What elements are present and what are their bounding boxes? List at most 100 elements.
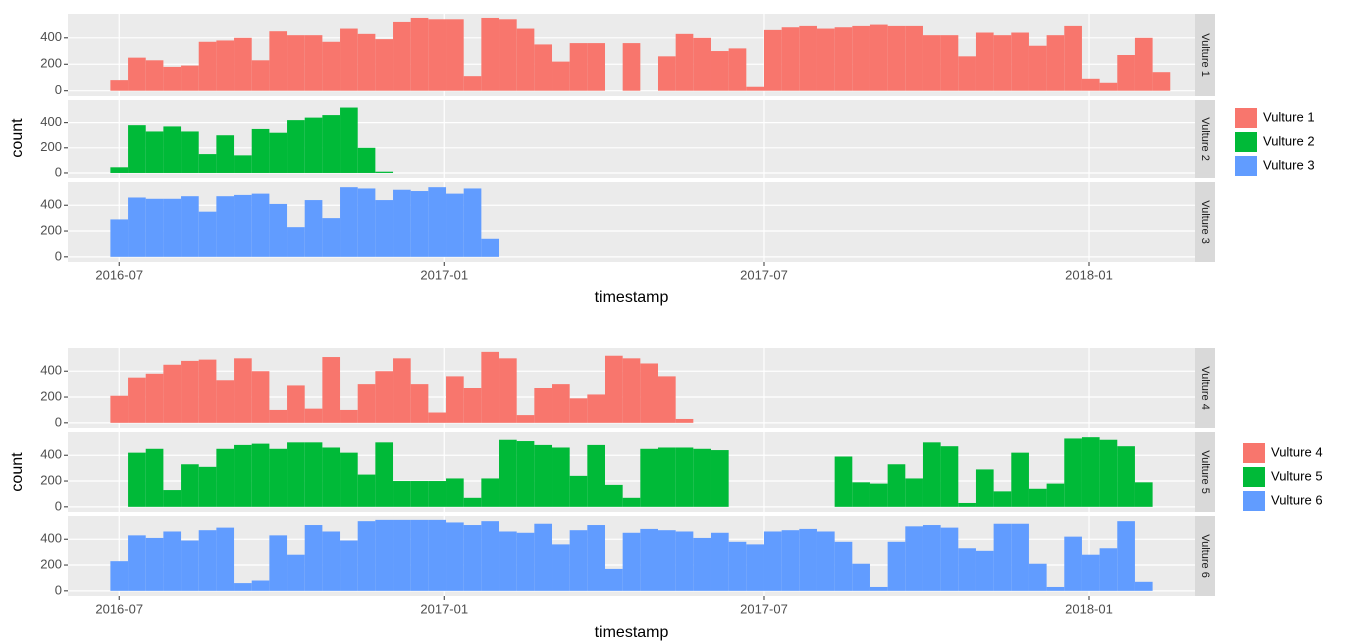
histogram-bar xyxy=(499,358,517,423)
histogram-bar xyxy=(234,155,252,173)
histogram-bar xyxy=(975,550,994,591)
histogram-bar xyxy=(393,189,411,257)
histogram-bar xyxy=(552,61,570,91)
histogram-bar xyxy=(958,548,976,591)
histogram-bar xyxy=(728,541,747,591)
histogram-bar xyxy=(181,65,199,91)
histogram-bar xyxy=(834,27,853,91)
x-tick-label: 2018-01 xyxy=(1065,601,1113,616)
histogram-bar xyxy=(287,442,305,507)
legend-label: Vulture 3 xyxy=(1263,157,1315,172)
histogram-bar xyxy=(975,469,994,507)
histogram-bar xyxy=(340,107,358,173)
histogram-bar xyxy=(905,25,923,91)
histogram-bar xyxy=(834,541,853,591)
histogram-bar xyxy=(1011,523,1029,591)
histogram-bar xyxy=(693,448,711,507)
histogram-bar xyxy=(428,19,447,91)
histogram-bar xyxy=(958,502,976,507)
histogram-bar xyxy=(393,519,411,591)
y-tick-label: 400 xyxy=(40,363,62,378)
histogram-bar xyxy=(357,33,376,91)
histogram-bar xyxy=(481,238,500,257)
x-tick-label: 2017-07 xyxy=(740,267,788,282)
histogram-bar xyxy=(181,360,199,423)
histogram-bar xyxy=(145,198,164,257)
histogram-bar xyxy=(799,25,817,91)
x-tick-label: 2018-01 xyxy=(1065,267,1113,282)
histogram-bar xyxy=(569,398,588,423)
histogram-bar xyxy=(269,203,288,257)
y-tick-label: 0 xyxy=(55,248,62,263)
histogram-bar xyxy=(481,521,500,591)
histogram-bar xyxy=(269,409,288,423)
histogram-bar xyxy=(463,76,482,91)
histogram-bar xyxy=(234,358,252,423)
histogram-bar xyxy=(1099,439,1118,507)
histogram-bar xyxy=(304,35,323,91)
histogram-bar xyxy=(410,191,429,257)
histogram-bar xyxy=(640,363,658,423)
legend-label: Vulture 1 xyxy=(1263,109,1315,124)
histogram-bar xyxy=(145,537,164,591)
histogram-bar xyxy=(304,408,323,423)
histogram-bar xyxy=(710,450,729,507)
histogram-bar xyxy=(922,35,941,91)
histogram-bar xyxy=(622,497,641,507)
x-axis-label: timestamp xyxy=(595,289,669,306)
histogram-bar xyxy=(287,227,305,257)
histogram-bar xyxy=(269,132,288,173)
histogram-bar xyxy=(251,371,270,423)
histogram-bar xyxy=(128,535,146,591)
histogram-bar xyxy=(816,531,835,591)
legend-key xyxy=(1235,132,1257,152)
facet-label: Vulture 2 xyxy=(1199,117,1211,161)
histogram-bar xyxy=(887,541,906,591)
histogram-bar xyxy=(216,448,235,507)
histogram-bar xyxy=(834,456,853,507)
histogram-bar xyxy=(1011,452,1029,507)
histogram-bar xyxy=(922,442,941,507)
y-tick-label: 0 xyxy=(55,414,62,429)
legend-key xyxy=(1243,467,1265,487)
histogram-bar xyxy=(1152,72,1171,91)
histogram-bar xyxy=(852,25,870,91)
histogram-bar xyxy=(375,371,394,423)
histogram-bar xyxy=(587,394,606,423)
histogram-bar xyxy=(375,519,394,591)
histogram-bar xyxy=(375,200,394,257)
histogram-bar xyxy=(552,384,570,423)
y-tick-label: 400 xyxy=(40,114,62,129)
facet-label: Vulture 4 xyxy=(1199,366,1211,410)
histogram-bar xyxy=(552,447,570,507)
legend-label: Vulture 5 xyxy=(1271,468,1323,483)
y-tick-label: 200 xyxy=(40,472,62,487)
histogram-bar xyxy=(499,439,517,507)
histogram-bar xyxy=(322,357,341,423)
histogram-bar xyxy=(1134,482,1153,507)
histogram-bar xyxy=(428,519,447,591)
y-tick-label: 200 xyxy=(40,222,62,237)
histogram-bar xyxy=(181,131,199,173)
legend-label: Vulture 6 xyxy=(1271,492,1323,507)
histogram-bar xyxy=(234,37,252,91)
histogram-bar xyxy=(340,187,358,257)
histogram-bar xyxy=(463,188,482,257)
x-tick-label: 2016-07 xyxy=(95,601,143,616)
histogram-bar xyxy=(110,561,129,591)
histogram-bar xyxy=(251,128,270,173)
histogram-bar xyxy=(869,586,888,591)
histogram-bar xyxy=(763,531,782,591)
histogram-bar xyxy=(216,196,235,257)
histogram-bar xyxy=(234,194,252,257)
histogram-bar xyxy=(375,171,394,173)
histogram-bar xyxy=(463,388,482,423)
histogram-bar xyxy=(163,531,182,591)
histogram-bar xyxy=(251,193,270,257)
histogram-bar xyxy=(1011,32,1029,91)
histogram-bar xyxy=(552,544,570,591)
histogram-bar xyxy=(481,17,500,91)
histogram-bar xyxy=(163,66,182,91)
legend-key xyxy=(1235,108,1257,128)
